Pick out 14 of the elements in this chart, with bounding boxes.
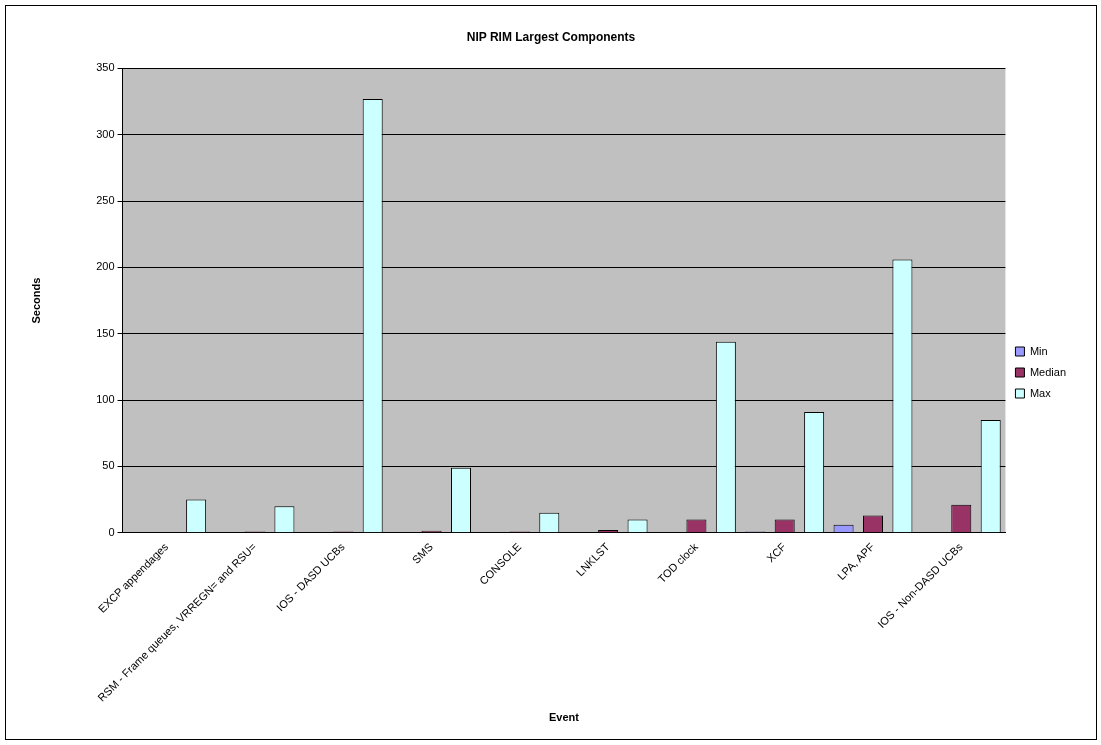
y-tick-label: 50 — [102, 459, 115, 472]
y-tick-label: 150 — [96, 326, 115, 339]
y-axis-title: Seconds — [29, 277, 42, 324]
y-tick-label: 250 — [96, 194, 115, 207]
y-tick-label: 200 — [96, 260, 115, 273]
y-tick-label: 0 — [108, 525, 115, 538]
legend-label: Max — [1029, 386, 1052, 399]
x-axis-title: Event — [549, 711, 580, 724]
y-tick-label: 350 — [96, 61, 115, 74]
y-tick-label: 300 — [96, 127, 115, 140]
chart-title: NIP RIM Largest Components — [466, 29, 636, 44]
legend-label: Min — [1029, 344, 1048, 357]
legend-label: Median — [1029, 365, 1066, 378]
y-tick-label: 100 — [96, 393, 115, 406]
